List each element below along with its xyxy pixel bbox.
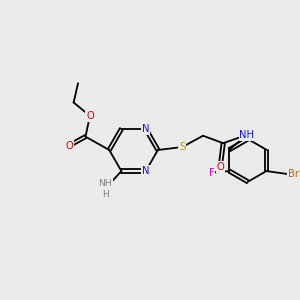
Text: Br: Br	[288, 169, 299, 179]
Text: F: F	[209, 168, 214, 178]
Text: O: O	[216, 162, 224, 172]
Text: S: S	[179, 142, 185, 152]
Text: O: O	[86, 111, 94, 121]
Text: N: N	[142, 166, 149, 176]
Text: O: O	[65, 140, 73, 151]
Text: NH
 H: NH H	[98, 179, 112, 199]
Text: NH: NH	[239, 130, 254, 140]
Text: N: N	[142, 124, 149, 134]
